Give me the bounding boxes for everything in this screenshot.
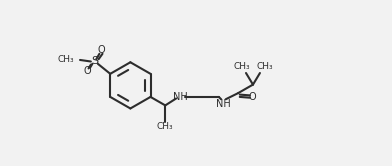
Text: O: O: [249, 92, 256, 102]
Text: NH: NH: [216, 99, 231, 109]
Text: NH: NH: [172, 92, 187, 102]
Text: CH₃: CH₃: [233, 62, 250, 71]
Text: CH₃: CH₃: [58, 55, 74, 64]
Text: CH₃: CH₃: [256, 62, 273, 71]
Text: S: S: [91, 56, 98, 67]
Text: O: O: [83, 66, 91, 76]
Text: CH₃: CH₃: [157, 122, 174, 131]
Text: O: O: [97, 45, 105, 55]
